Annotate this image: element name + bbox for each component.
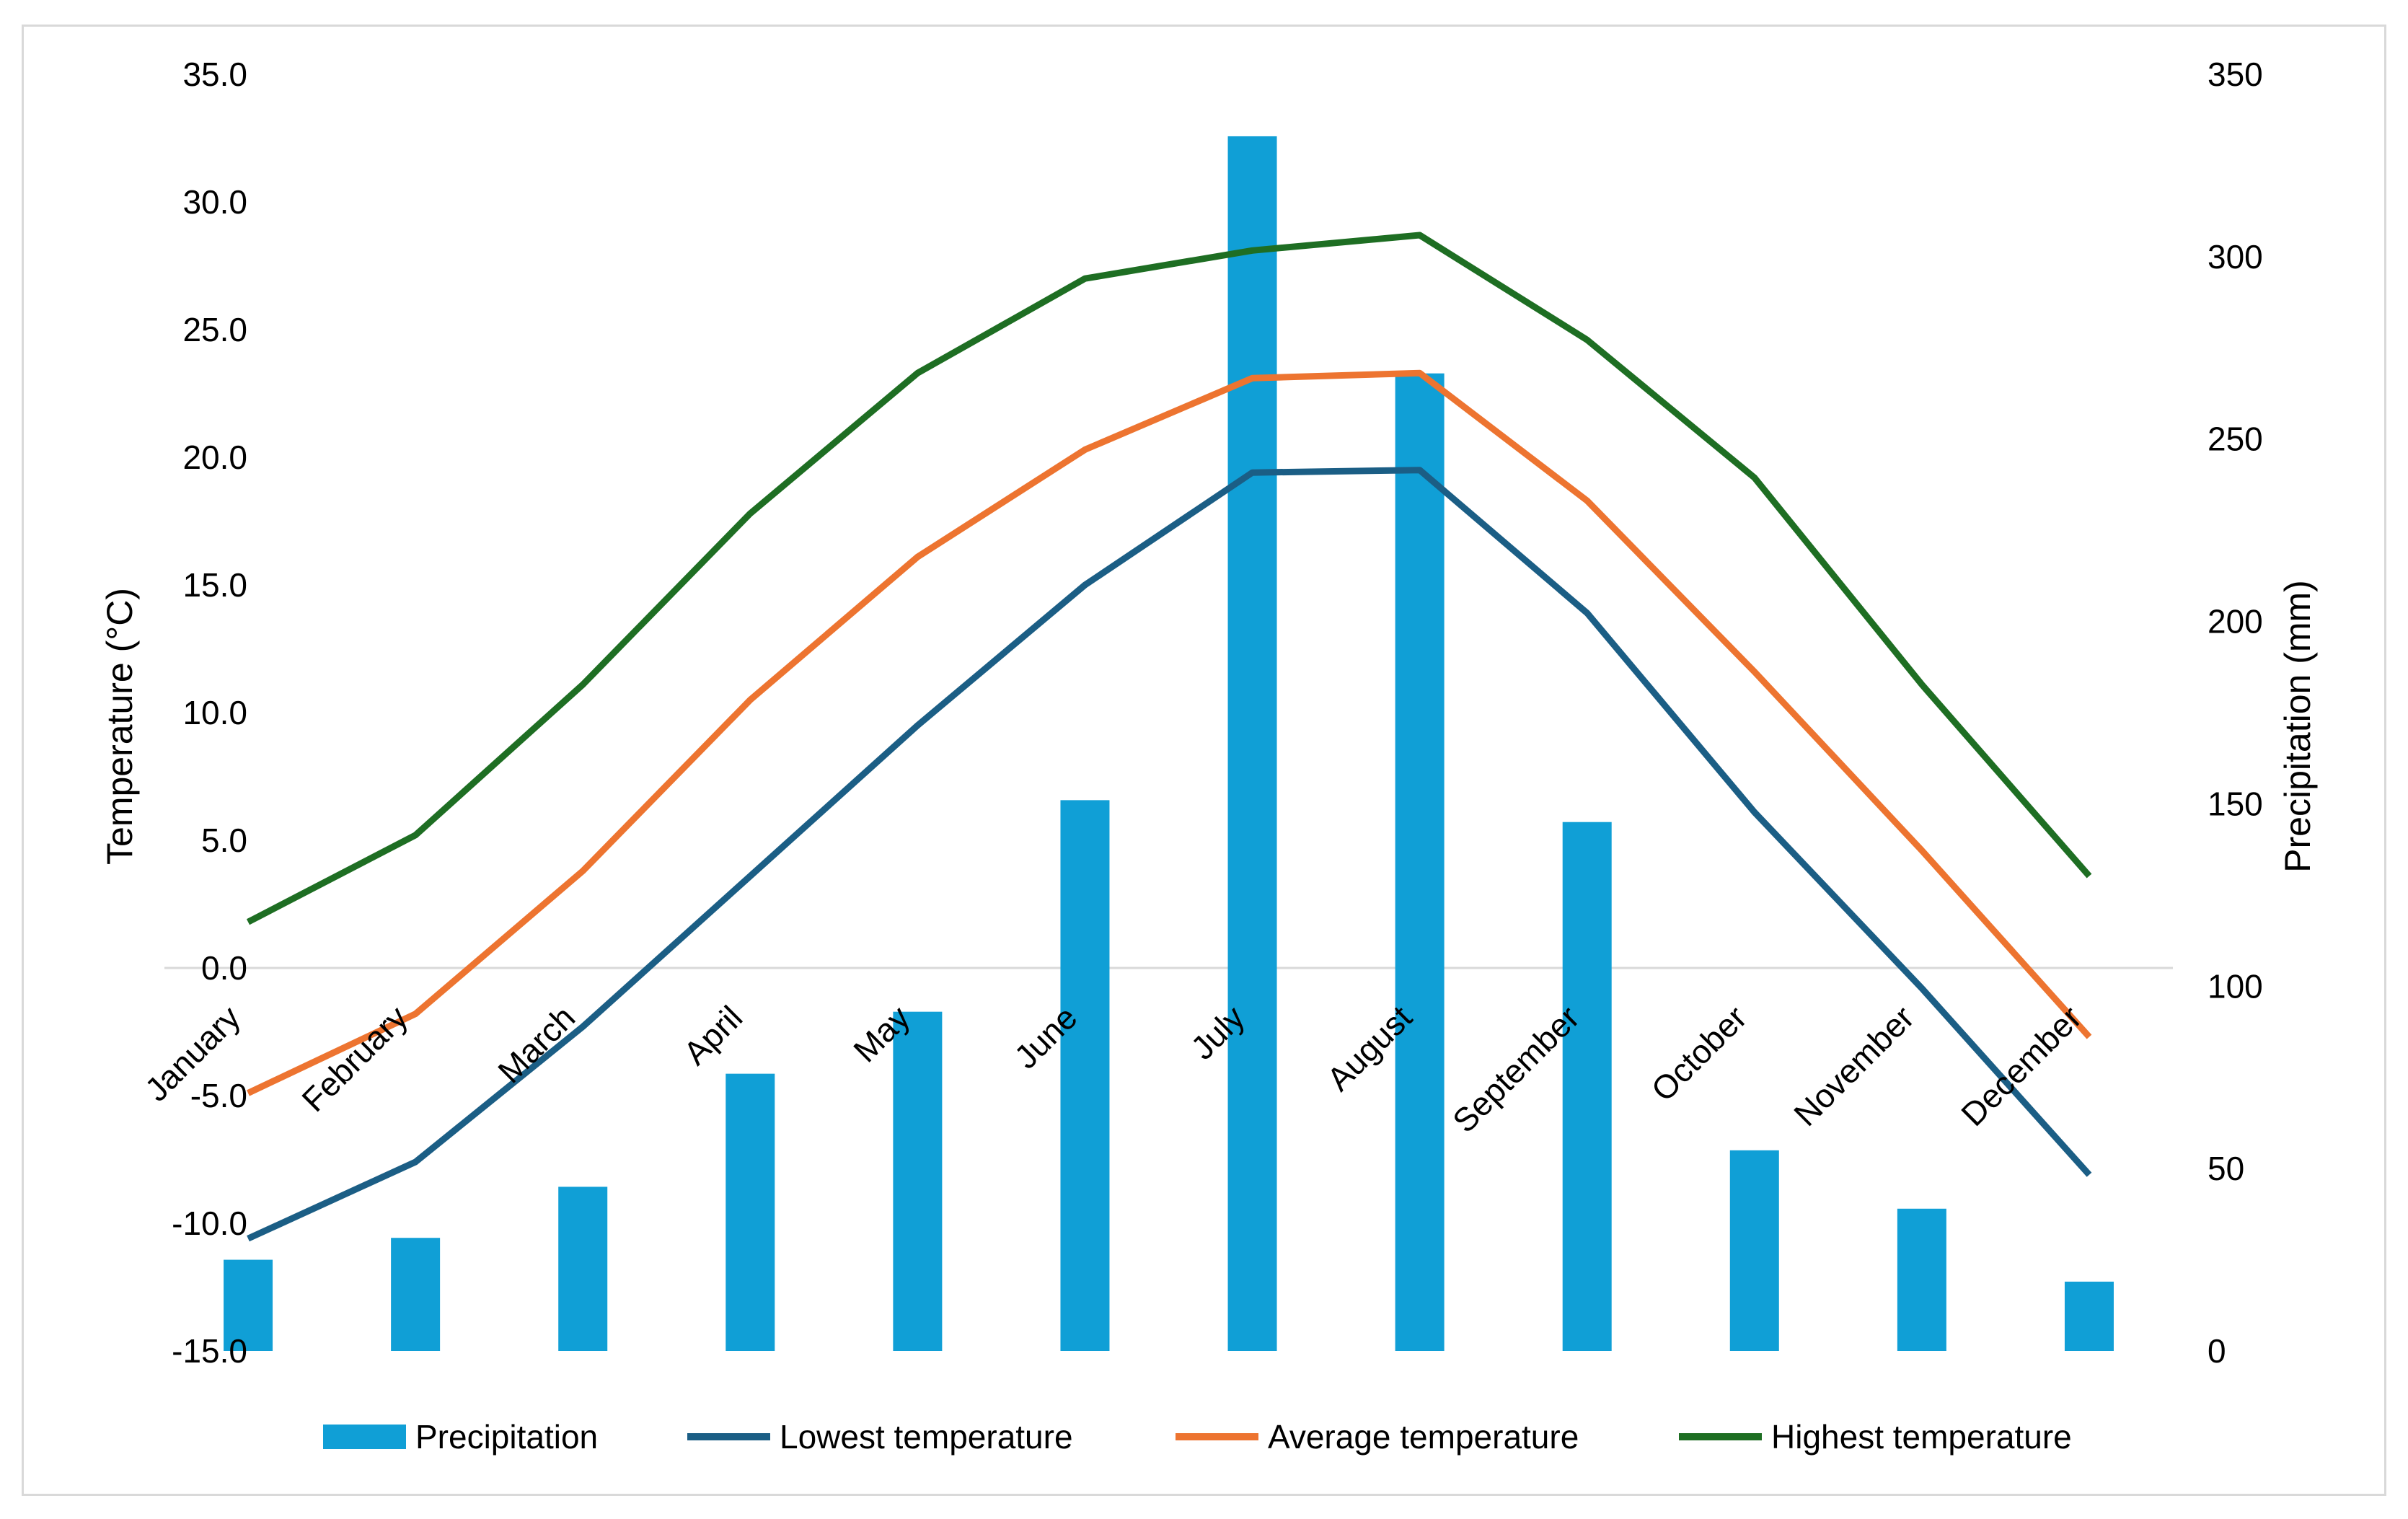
precipitation-bar-january xyxy=(224,1259,273,1351)
right-tick-label: 150 xyxy=(2208,785,2263,822)
precipitation-bar-may xyxy=(893,1011,943,1351)
right-tick-label: 300 xyxy=(2208,238,2263,276)
right-axis-ticks: 350 300 250 200 150 100 50 0 xyxy=(2208,56,2263,1370)
left-tick-label: 10.0 xyxy=(182,694,247,731)
precipitation-bar-february xyxy=(391,1238,441,1351)
left-tick-label: 35.0 xyxy=(182,56,247,93)
left-axis-title: Temperature (°C) xyxy=(100,588,140,865)
legend: Precipitation Lowest temperature Average t… xyxy=(323,1418,2072,1456)
right-tick-label: 250 xyxy=(2208,421,2263,458)
left-axis-ticks: 35.0 30.0 25.0 20.0 15.0 10.0 5.0 0.0 -5.0 -10.0 -… xyxy=(172,56,247,1370)
right-tick-label: 0 xyxy=(2208,1332,2226,1370)
left-tick-label: -5.0 xyxy=(190,1077,247,1114)
left-tick-label: -10.0 xyxy=(172,1205,247,1242)
precipitation-bar-april xyxy=(726,1073,775,1351)
average-temperature-line xyxy=(247,369,2092,1096)
highest-temperature-line xyxy=(246,232,2092,925)
left-tick-label: 20.0 xyxy=(182,439,247,476)
chart: 35.0 30.0 25.0 20.0 15.0 10.0 5.0 0.0 -5.0 -10.0 -… xyxy=(100,56,2318,1456)
precipitation-bar-october xyxy=(1729,1150,1779,1351)
precipitation-bar-september xyxy=(1562,822,1612,1351)
precipitation-bar-july xyxy=(1227,136,1277,1351)
right-tick-label: 50 xyxy=(2208,1150,2244,1187)
legend-swatch-precipitation xyxy=(323,1425,406,1449)
lowest-temperature-line xyxy=(247,467,2092,1242)
category-label-december: December xyxy=(1954,998,2089,1133)
precipitation-bar-june xyxy=(1060,800,1110,1351)
legend-label-lowest-temperature: Lowest temperature xyxy=(780,1418,1073,1456)
left-tick-label: 15.0 xyxy=(182,566,247,604)
legend-label-highest-temperature: Highest temperature xyxy=(1771,1418,2072,1456)
left-tick-label: 0.0 xyxy=(201,949,247,987)
category-label-march: March xyxy=(490,998,582,1090)
legend-label-average-temperature: Average temperature xyxy=(1268,1418,1579,1456)
chart-frame: 35.0 30.0 25.0 20.0 15.0 10.0 5.0 0.0 -5.0 -10.0 -… xyxy=(22,25,2386,1496)
left-tick-label: 30.0 xyxy=(182,183,247,221)
right-tick-label: 100 xyxy=(2208,967,2263,1005)
category-label-november: November xyxy=(1786,998,1921,1133)
category-label-april: April xyxy=(676,998,750,1072)
category-label-february: February xyxy=(294,998,415,1119)
temperature-lines xyxy=(246,232,2092,1242)
right-tick-label: 350 xyxy=(2208,56,2263,93)
precipitation-bar-december xyxy=(2064,1281,2114,1351)
left-tick-label: -15.0 xyxy=(172,1332,247,1370)
right-axis-title: Precipitation (mm) xyxy=(2277,580,2318,873)
precipitation-bar-august xyxy=(1395,373,1445,1351)
precipitation-bars xyxy=(224,136,2114,1351)
right-tick-label: 200 xyxy=(2208,603,2263,640)
left-tick-label: 5.0 xyxy=(201,822,247,859)
category-label-october: October xyxy=(1644,998,1753,1108)
category-labels: January February March April May June July Augu… xyxy=(138,998,2089,1140)
precipitation-bar-november xyxy=(1897,1208,1946,1351)
left-tick-label: 25.0 xyxy=(182,311,247,348)
precipitation-bar-march xyxy=(558,1186,608,1351)
legend-label-precipitation: Precipitation xyxy=(415,1418,598,1456)
